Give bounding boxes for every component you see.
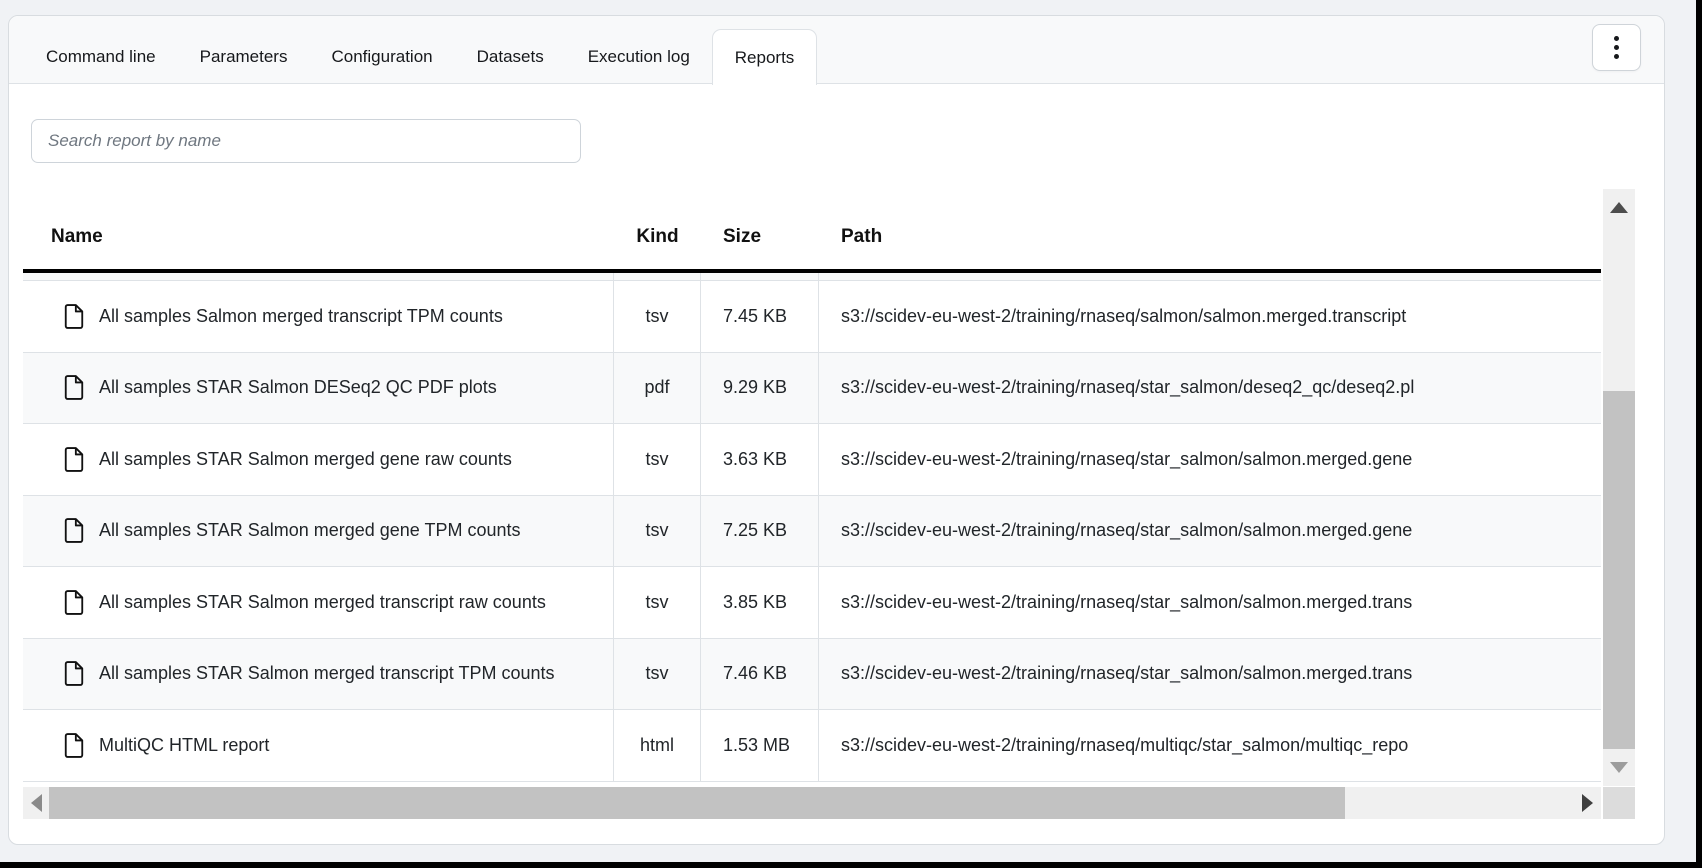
report-size: 7.25 KB bbox=[701, 495, 819, 566]
report-name: All samples STAR Salmon merged transcrip… bbox=[99, 663, 555, 684]
column-header-size: Size bbox=[723, 226, 762, 247]
horizontal-scrollbar[interactable] bbox=[23, 787, 1601, 819]
report-size: 3.85 KB bbox=[701, 567, 819, 638]
report-kind: tsv bbox=[614, 281, 701, 352]
report-size: 9.29 KB bbox=[701, 352, 819, 423]
report-name: All samples Salmon merged transcript TPM… bbox=[99, 305, 503, 326]
tab-parameters[interactable]: Parameters bbox=[199, 46, 288, 66]
file-icon bbox=[64, 446, 84, 472]
report-kind: tsv bbox=[614, 424, 701, 495]
report-path: s3://scidev-eu-west-2/training/rnaseq/sa… bbox=[841, 305, 1407, 326]
report-path: s3://scidev-eu-west-2/training/rnaseq/st… bbox=[841, 520, 1413, 541]
report-size: 7.46 KB bbox=[701, 638, 819, 709]
report-kind: tsv bbox=[614, 638, 701, 709]
kebab-menu-icon bbox=[1614, 36, 1619, 41]
partial-scrolled-row bbox=[23, 273, 1601, 281]
column-header-name: Name bbox=[51, 226, 103, 247]
file-icon bbox=[64, 732, 84, 758]
vertical-scrollbar[interactable] bbox=[1603, 189, 1635, 786]
table-row[interactable]: All samples STAR Salmon merged transcrip… bbox=[23, 567, 1601, 639]
scroll-up-icon[interactable] bbox=[1610, 202, 1628, 213]
report-name: All samples STAR Salmon merged gene TPM … bbox=[99, 520, 521, 541]
table-row[interactable]: All samples STAR Salmon merged gene raw … bbox=[23, 424, 1601, 496]
tab-datasets[interactable]: Datasets bbox=[476, 46, 544, 66]
reports-table: All samples Salmon merged transcript TPM… bbox=[23, 269, 1601, 782]
column-header-kind: Kind bbox=[636, 226, 679, 247]
report-path: s3://scidev-eu-west-2/training/rnaseq/st… bbox=[841, 448, 1413, 469]
report-size: 1.53 MB bbox=[701, 710, 819, 781]
tab-reports[interactable]: Reports bbox=[711, 29, 818, 85]
file-icon bbox=[64, 375, 84, 401]
table-row[interactable]: All samples STAR Salmon merged transcrip… bbox=[23, 638, 1601, 710]
table-row[interactable]: MultiQC HTML report html 1.53 MB s3://sc… bbox=[23, 710, 1601, 782]
tab-command-line[interactable]: Command line bbox=[46, 46, 156, 66]
search-report-input[interactable] bbox=[31, 119, 581, 163]
file-icon bbox=[64, 303, 84, 329]
report-name: All samples STAR Salmon DESeq2 QC PDF pl… bbox=[99, 377, 497, 398]
report-size: 7.45 KB bbox=[701, 281, 819, 352]
report-name: MultiQC HTML report bbox=[99, 734, 270, 755]
vertical-scrollbar-thumb[interactable] bbox=[1603, 391, 1635, 749]
scroll-left-icon[interactable] bbox=[31, 794, 42, 812]
scrollbar-corner bbox=[1603, 787, 1635, 819]
report-path: s3://scidev-eu-west-2/training/rnaseq/st… bbox=[841, 591, 1413, 612]
report-path: s3://scidev-eu-west-2/training/rnaseq/st… bbox=[841, 663, 1413, 684]
file-icon bbox=[64, 589, 84, 615]
report-kind: tsv bbox=[614, 495, 701, 566]
report-size: 3.63 KB bbox=[701, 424, 819, 495]
report-name: All samples STAR Salmon merged gene raw … bbox=[99, 448, 512, 469]
report-path: s3://scidev-eu-west-2/training/rnaseq/st… bbox=[841, 377, 1415, 398]
kebab-menu-icon bbox=[1614, 45, 1619, 50]
file-icon bbox=[64, 518, 84, 544]
tab-configuration[interactable]: Configuration bbox=[331, 46, 433, 66]
header-divider bbox=[23, 269, 1601, 273]
tab-bar: Command line Parameters Configuration Da… bbox=[9, 16, 1664, 85]
scroll-down-icon[interactable] bbox=[1610, 762, 1628, 773]
report-path: s3://scidev-eu-west-2/training/rnaseq/mu… bbox=[841, 734, 1409, 755]
report-kind: tsv bbox=[614, 567, 701, 638]
run-details-card: Command line Parameters Configuration Da… bbox=[8, 15, 1665, 845]
more-options-button[interactable] bbox=[1592, 24, 1641, 71]
table-row[interactable]: All samples STAR Salmon merged gene TPM … bbox=[23, 495, 1601, 567]
tab-execution-log[interactable]: Execution log bbox=[587, 46, 690, 66]
report-kind: html bbox=[614, 710, 701, 781]
scroll-right-icon[interactable] bbox=[1582, 794, 1593, 812]
column-header-path: Path bbox=[841, 226, 883, 247]
horizontal-scrollbar-thumb[interactable] bbox=[49, 787, 1345, 819]
table-row[interactable]: All samples STAR Salmon DESeq2 QC PDF pl… bbox=[23, 352, 1601, 424]
table-row[interactable]: All samples Salmon merged transcript TPM… bbox=[23, 281, 1601, 353]
kebab-menu-icon bbox=[1614, 54, 1619, 59]
report-kind: pdf bbox=[614, 352, 701, 423]
table-header-row: Name Kind Size Path bbox=[23, 211, 1601, 263]
report-name: All samples STAR Salmon merged transcrip… bbox=[99, 591, 546, 612]
file-icon bbox=[64, 661, 84, 687]
